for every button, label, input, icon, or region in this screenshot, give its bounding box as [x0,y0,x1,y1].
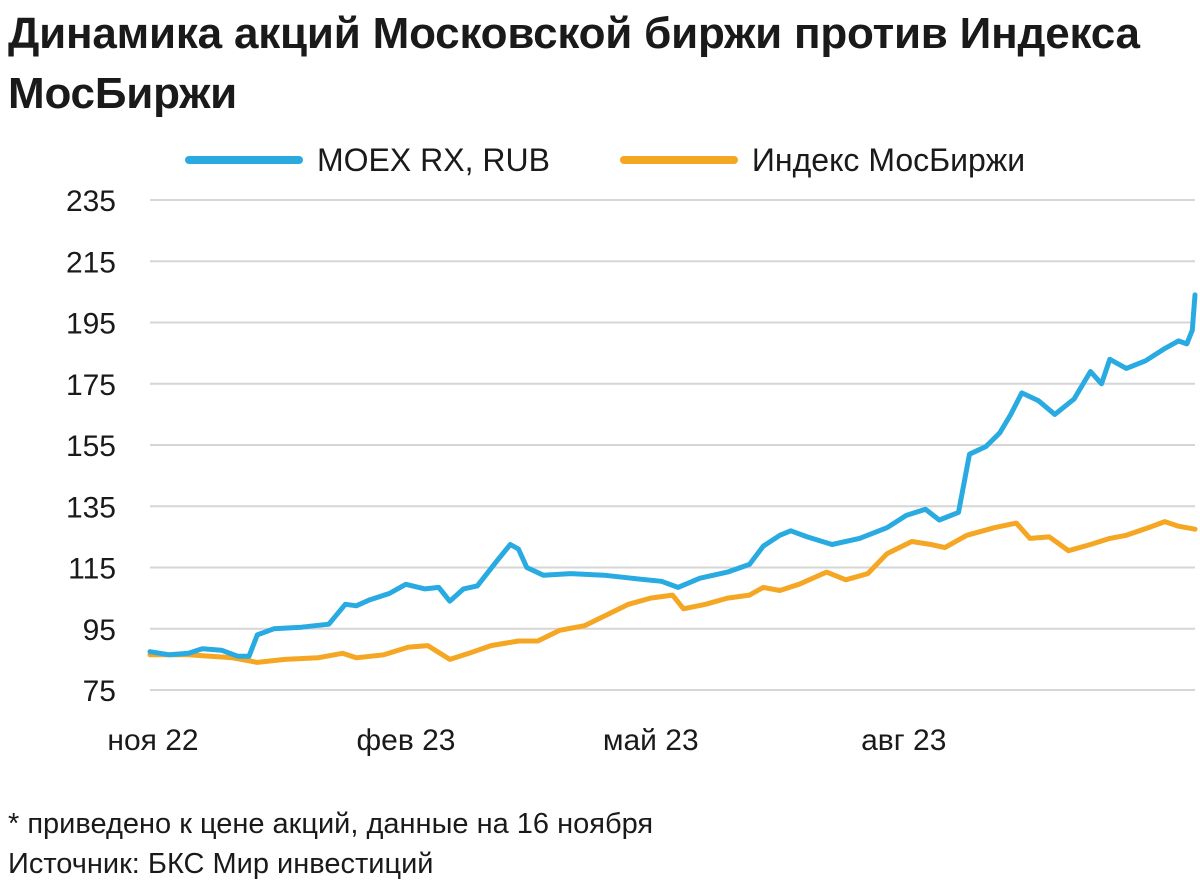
x-tick-label-0: ноя 22 [107,724,198,757]
line-chart: 235 215 195 175 155 135 115 95 75 ноя 22 фев 23 ма… [66,185,1198,757]
y-tick-label-195: 195 [66,308,116,341]
footnote: * приведено к цене акций, данные на 16 н… [8,808,654,840]
y-tick-label-95: 95 [83,614,116,647]
chart-legend: MOEX RX, RUB Индекс МосБиржи [185,140,1095,180]
legend-swatch-index [619,156,738,164]
grid-lines [150,199,1195,691]
legend-label-index: Индекс МосБиржи [751,141,1026,178]
x-tick-label-1: фев 23 [356,724,455,757]
legend-item-index: Индекс МосБиржи [619,141,1026,179]
x-tick-label-2: май 23 [603,724,699,757]
y-tick-label-175: 175 [66,369,116,402]
y-tick-label-75: 75 [83,675,116,708]
y-tick-label-115: 115 [68,553,116,586]
series-line-index [147,519,1198,665]
legend-item-moex: MOEX RX, RUB [185,142,550,179]
legend-swatch-moex [185,156,303,164]
x-tick-label-3: авг 23 [861,724,946,757]
x-axis: ноя 22 фев 23 май 23 авг 23 [107,724,946,757]
y-axis: 235 215 195 175 155 135 115 95 75 [66,185,116,708]
y-tick-label-235: 235 [66,185,116,218]
series-line-moex [147,292,1198,659]
source-note: Источник: БКС Мир инвестиций [8,848,434,880]
y-tick-label-135: 135 [66,491,116,524]
legend-label-moex: MOEX RX, RUB [317,141,550,178]
series-layer [147,292,1198,665]
chart-title: Динамика акций Московской биржи против И… [8,9,1140,118]
y-tick-label-155: 155 [66,430,116,463]
y-tick-label-215: 215 [66,246,116,279]
